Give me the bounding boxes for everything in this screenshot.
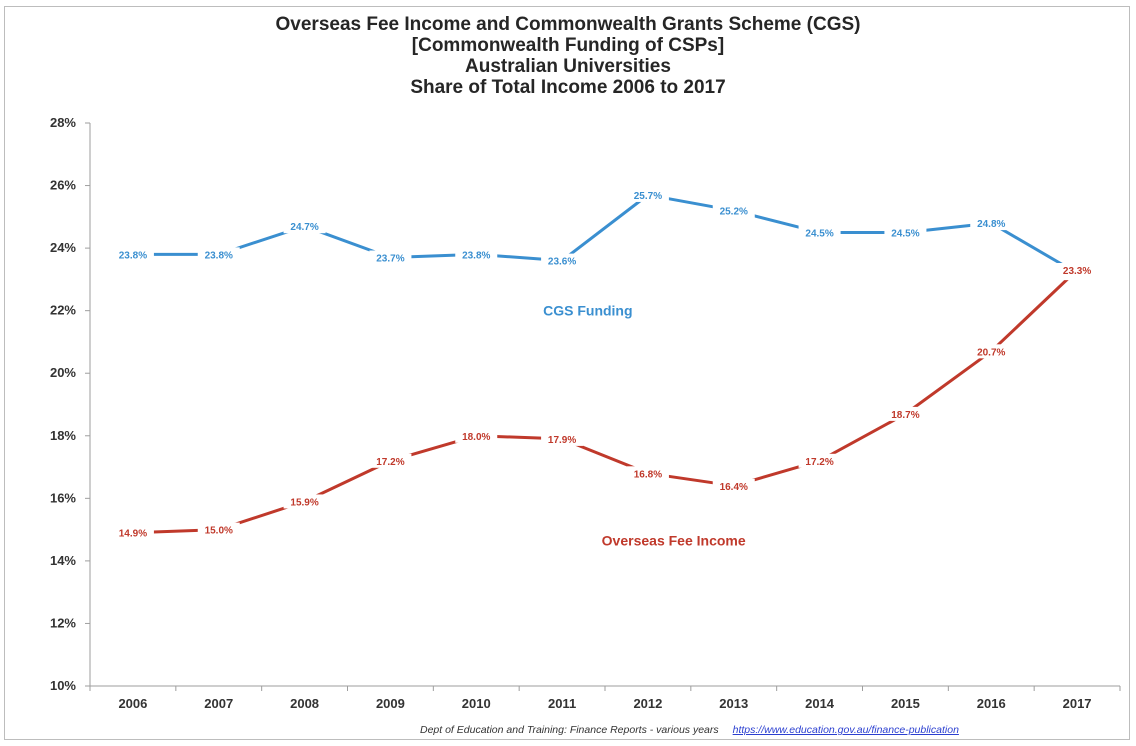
data-label: 23.8%	[205, 250, 233, 261]
data-label-bg	[111, 247, 154, 262]
y-tick-label: 12%	[50, 615, 76, 630]
data-label-bg	[369, 250, 412, 265]
data-label: 17.2%	[805, 457, 833, 468]
source-text: Dept of Education and Training: Finance …	[420, 724, 719, 736]
source-note: Dept of Education and Training: Finance …	[420, 724, 959, 736]
labels-layer: 23.8% 23.8% 24.7% 23.7% 23.8% 23.6% 25.7% 25.2%…	[111, 187, 1099, 549]
source-link[interactable]: https://www.education.gov.au/finance-pub…	[732, 724, 959, 736]
data-label-bg	[626, 187, 669, 202]
y-tick-label: 20%	[50, 365, 76, 380]
data-label: 23.3%	[1063, 266, 1091, 277]
data-label-bg	[970, 216, 1013, 231]
data-label-bg	[626, 466, 669, 481]
x-tick-label: 2016	[977, 696, 1006, 711]
y-tick-label: 10%	[50, 678, 76, 693]
data-label: 15.0%	[205, 526, 233, 537]
data-label: 17.9%	[548, 435, 576, 446]
data-label-bg	[283, 494, 326, 509]
data-label-bg	[197, 247, 240, 262]
x-tick-label: 2015	[891, 696, 920, 711]
data-label: 18.0%	[462, 432, 490, 443]
data-label-bg	[369, 453, 412, 468]
x-tick-label: 2011	[548, 696, 576, 711]
series-name-label: Overseas Fee Income	[602, 533, 746, 549]
title-line-2: [Commonwealth Funding of CSPs]	[411, 35, 725, 56]
x-tick-label: 2006	[118, 696, 147, 711]
data-label: 24.7%	[290, 222, 318, 233]
data-label: 23.8%	[119, 250, 147, 261]
x-tick-label: 2010	[462, 696, 491, 711]
axes: 10% 12% 14% 16% 18% 20% 22% 24% 26% 28% 2006 2007 20…	[50, 115, 1121, 711]
data-label-bg	[712, 478, 755, 493]
title-line-4: Share of Total Income 2006 to 2017	[410, 77, 726, 98]
data-label: 23.8%	[462, 250, 490, 261]
y-tick-label: 24%	[50, 240, 76, 255]
series-name-label: CGS Funding	[543, 303, 632, 319]
data-label-bg	[541, 431, 584, 446]
data-label: 16.8%	[634, 469, 662, 480]
data-label-bg	[970, 344, 1013, 359]
data-label-bg	[455, 247, 498, 262]
data-label-bg	[197, 522, 240, 537]
data-label-bg	[541, 253, 584, 268]
data-label-bg	[712, 203, 755, 218]
x-tick-label: 2017	[1063, 696, 1092, 711]
y-tick-label: 22%	[50, 303, 76, 318]
y-tick-label: 18%	[50, 428, 76, 443]
data-label-bg	[798, 453, 841, 468]
title-line-1: Overseas Fee Income and Commonwealth Gra…	[275, 14, 861, 35]
x-tick-label: 2014	[805, 696, 835, 711]
data-label: 15.9%	[290, 497, 318, 508]
y-tick-label: 16%	[50, 490, 76, 505]
data-label-bg	[798, 225, 841, 240]
chart-frame	[4, 6, 1130, 740]
data-label: 24.8%	[977, 219, 1005, 230]
data-label-bg	[1056, 263, 1099, 278]
y-tick-label: 26%	[50, 178, 76, 193]
x-tick-label: 2013	[719, 696, 748, 711]
data-label: 25.2%	[720, 207, 748, 218]
data-label: 18.7%	[891, 410, 919, 421]
data-label: 16.4%	[720, 482, 748, 493]
x-tick-label: 2009	[376, 696, 405, 711]
data-label: 14.9%	[119, 529, 147, 540]
data-label: 24.5%	[891, 228, 919, 239]
data-label-bg	[283, 219, 326, 234]
x-tick-label: 2012	[633, 696, 662, 711]
data-label-bg	[884, 406, 927, 421]
series-line-0	[132, 193, 1078, 275]
data-label-bg	[111, 525, 154, 540]
x-tick-label: 2008	[290, 696, 319, 711]
data-label: 23.6%	[548, 257, 576, 268]
data-label: 25.7%	[634, 191, 662, 202]
series-layer	[132, 193, 1079, 535]
x-tick-label: 2007	[204, 696, 233, 711]
data-label: 24.5%	[805, 228, 833, 239]
y-tick-label: 28%	[50, 115, 76, 130]
data-label-bg	[884, 225, 927, 240]
data-label: 17.2%	[376, 457, 404, 468]
data-label: 23.7%	[376, 253, 404, 264]
chart-title: Overseas Fee Income and Commonwealth Gra…	[0, 14, 1136, 98]
data-label: 20.7%	[977, 347, 1005, 358]
data-label-bg	[455, 428, 498, 443]
title-line-3: Australian Universities	[465, 56, 671, 77]
y-tick-label: 14%	[50, 553, 76, 568]
